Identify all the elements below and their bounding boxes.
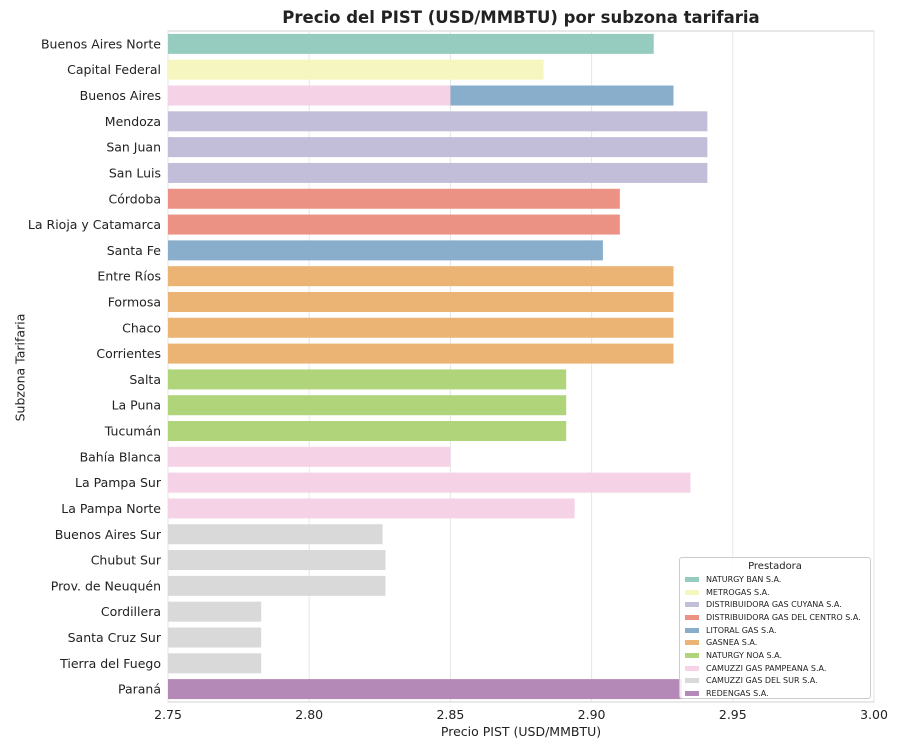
y-tick-label: La Pampa Sur (75, 475, 162, 490)
bar (168, 627, 262, 648)
x-tick-label: 2.80 (295, 707, 323, 722)
bar (168, 214, 620, 235)
legend-swatch (685, 576, 699, 582)
legend-swatch (685, 691, 699, 697)
legend-swatch (685, 627, 699, 633)
legend-swatch (685, 614, 699, 620)
legend-item: LITORAL GAS S.A. (680, 624, 870, 637)
y-tick-label: Tucumán (104, 424, 161, 439)
legend-swatch (685, 640, 699, 646)
bar (168, 111, 708, 132)
legend-swatch (685, 652, 699, 658)
y-tick-label: Buenos Aires (80, 88, 161, 103)
bar (168, 137, 708, 158)
legend: Prestadora NATURGY BAN S.A. METROGAS S.A.… (679, 557, 871, 699)
bar (168, 575, 386, 596)
x-tick-label: 2.90 (578, 707, 606, 722)
y-tick-label: Mendoza (105, 114, 161, 129)
legend-label: CAMUZZI GAS DEL SUR S.A. (706, 676, 818, 686)
legend-item: CAMUZZI GAS DEL SUR S.A. (680, 675, 870, 688)
y-tick-label: Buenos Aires Norte (41, 36, 161, 51)
x-tick-label: 2.75 (154, 707, 182, 722)
y-tick-label: Entre Ríos (97, 269, 161, 284)
y-axis-label: Subzona Tarifaria (12, 313, 28, 422)
y-tick-label: Corrientes (96, 346, 161, 361)
y-tick-label: La Puna (112, 398, 161, 413)
bar (168, 421, 567, 442)
legend-label: NATURGY BAN S.A. (706, 574, 782, 584)
y-tick-label: Chaco (122, 320, 161, 335)
y-tick-label: Capital Federal (67, 62, 161, 77)
y-tick-label: San Luis (109, 165, 161, 180)
bar (168, 395, 567, 416)
legend-item: DISTRIBUIDORA GAS DEL CENTRO S.A. (680, 611, 870, 624)
legend-item: DISTRIBUIDORA GAS CUYANA S.A. (680, 598, 870, 611)
legend-swatch (685, 665, 699, 671)
bar (168, 446, 451, 467)
bar (168, 162, 708, 183)
bar (168, 59, 544, 80)
bar (168, 550, 386, 571)
bar (168, 369, 567, 390)
legend-label: GASNEA S.A. (706, 638, 758, 648)
y-tick-label: Chubut Sur (91, 553, 162, 568)
legend-item: REDENGAS S.A. (680, 687, 870, 700)
legend-label: DISTRIBUIDORA GAS DEL CENTRO S.A. (706, 612, 861, 622)
x-tick-label: 3.00 (860, 707, 888, 722)
bar (168, 85, 451, 106)
legend-item: CAMUZZI GAS PAMPEANA S.A. (680, 662, 870, 675)
y-tick-label: Formosa (108, 294, 161, 309)
y-tick-label: La Pampa Norte (61, 501, 161, 516)
y-tick-label: Tierra del Fuego (59, 656, 161, 671)
bar (168, 266, 674, 287)
legend-label: CAMUZZI GAS PAMPEANA S.A. (706, 663, 827, 673)
legend-swatch (685, 602, 699, 608)
bar (168, 317, 674, 338)
legend-label: REDENGAS S.A. (706, 689, 769, 699)
y-tick-label: Paraná (118, 682, 161, 697)
bar (168, 240, 603, 261)
chart-title: Precio del PIST (USD/MMBTU) por subzona … (282, 8, 760, 27)
bar (168, 498, 575, 519)
legend-label: DISTRIBUIDORA GAS CUYANA S.A. (706, 600, 842, 610)
legend-swatch (685, 678, 699, 684)
y-tick-label: San Juan (106, 140, 161, 155)
legend-swatch (685, 589, 699, 595)
legend-label: NATURGY NOA S.A. (706, 650, 783, 660)
bar (168, 679, 682, 700)
y-tick-label: Salta (129, 372, 161, 387)
bar (168, 291, 674, 312)
legend-label: METROGAS S.A. (706, 587, 770, 597)
bar (168, 472, 691, 493)
legend-title: Prestadora (748, 561, 802, 572)
y-tick-label: Cordillera (101, 604, 161, 619)
y-tick-label: Bahía Blanca (80, 449, 161, 464)
bar (168, 188, 620, 209)
bar (168, 33, 654, 54)
bar (168, 653, 262, 674)
bar (168, 601, 262, 622)
y-tick-label: Santa Cruz Sur (68, 630, 162, 645)
x-tick-label: 2.85 (436, 707, 464, 722)
legend-item: NATURGY BAN S.A. (680, 573, 870, 586)
x-tick-label: 2.95 (719, 707, 747, 722)
y-tick-label: Santa Fe (107, 243, 162, 258)
y-tick-label: La Rioja y Catamarca (28, 217, 161, 232)
x-axis-label: Precio PIST (USD/MMBTU) (440, 724, 602, 739)
legend-item: NATURGY NOA S.A. (680, 649, 870, 662)
legend-label: LITORAL GAS S.A. (706, 625, 777, 635)
y-tick-label: Buenos Aires Sur (55, 527, 162, 542)
y-tick-label: Prov. de Neuquén (51, 578, 161, 593)
legend-item: METROGAS S.A. (680, 586, 870, 599)
y-tick-label: Córdoba (109, 191, 161, 206)
legend-item: GASNEA S.A. (680, 636, 870, 649)
bar (168, 343, 674, 364)
bar (168, 524, 383, 545)
